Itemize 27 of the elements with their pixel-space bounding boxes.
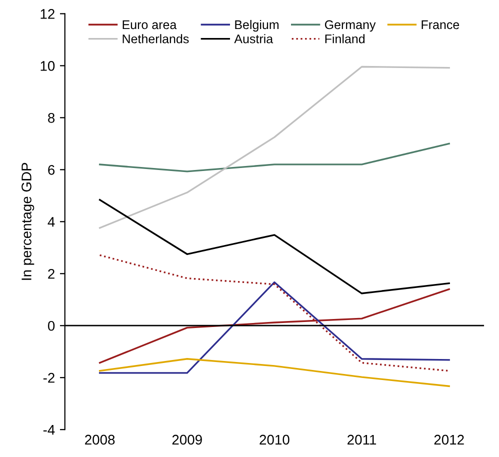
line-series [98,358,450,388]
y-tick-label: 12 [40,9,54,19]
x-tick-label: 2009 [172,434,202,445]
x-tick-label: 2012 [434,434,464,445]
y-tick-label: -2 [43,372,54,383]
y-tick-label: 10 [40,61,55,71]
y-tick-label: 8 [48,113,55,123]
legend-label: Austria [234,34,274,44]
y-tick-label: -4 [43,425,55,435]
legend-label: Germany [324,20,376,32]
x-tick-label: 2008 [85,434,115,445]
legend-label: Finland [325,34,365,44]
legend-label: Belgium [235,20,279,32]
x-tick-label: 2011 [348,434,376,445]
y-tick-label: 0 [48,320,55,331]
legend-label: Netherlands [122,34,189,44]
line-series [98,66,450,229]
y-tick-label: 4 [48,217,55,227]
y-tick-label: 2 [48,268,54,279]
line-series [98,198,450,294]
line-series [98,281,450,374]
line-series [98,254,450,372]
x-tick-label: 2010 [260,434,290,445]
y-axis-title: In percentage GDP [22,162,34,280]
y-tick-label: 6 [48,164,55,175]
legend-label: France [422,20,460,30]
legend-label: Euro area [122,20,177,30]
